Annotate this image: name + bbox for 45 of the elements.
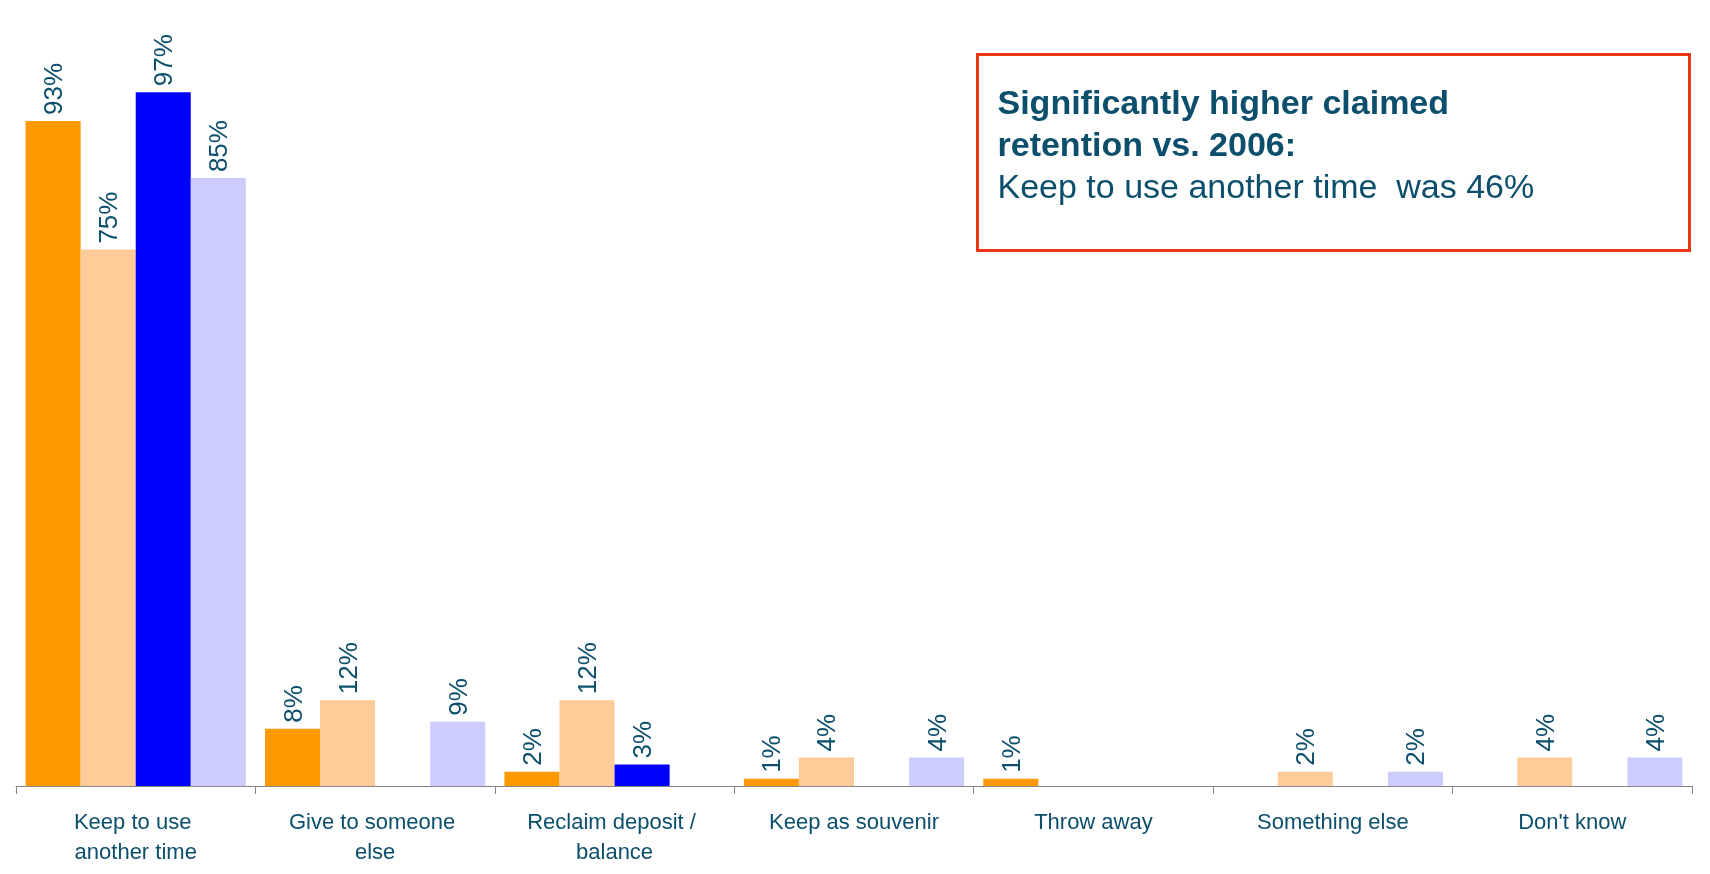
- data-label: 3%: [627, 720, 658, 759]
- bar: [135, 92, 191, 786]
- bar: [614, 764, 670, 786]
- x-tick-label: Don't know: [1518, 808, 1627, 834]
- data-label: 97%: [148, 34, 179, 87]
- x-tick-label: Keep as souvenir: [769, 808, 939, 834]
- bar: [1277, 771, 1333, 786]
- data-label: 2%: [1290, 728, 1321, 766]
- bar: [798, 757, 854, 786]
- annotation: Keep to use another time was 46%: [997, 166, 1535, 205]
- bar: [504, 771, 560, 786]
- data-label: 85%: [203, 120, 234, 173]
- annotation: Significantly higher claimed retention vs. 2006:: [997, 82, 1459, 163]
- data-label: 4%: [1529, 713, 1560, 752]
- data-label: 2%: [1400, 728, 1431, 766]
- bar: [559, 700, 615, 786]
- bar: [265, 728, 321, 786]
- bar: [909, 757, 965, 786]
- bar: [25, 120, 81, 786]
- x-tick-label: Give to someone else: [288, 808, 462, 864]
- bar: [983, 778, 1039, 786]
- data-label: 1%: [756, 735, 787, 773]
- bar: [1517, 757, 1573, 786]
- bar: [320, 700, 376, 786]
- bar: [430, 721, 486, 786]
- data-label: 4%: [811, 713, 842, 752]
- data-label: 4%: [921, 713, 952, 752]
- x-tick-label: Something else: [1257, 808, 1409, 834]
- data-label: 75%: [93, 191, 124, 244]
- data-label: 12%: [332, 642, 363, 695]
- data-label: 8%: [277, 685, 308, 723]
- data-label: 2%: [516, 728, 547, 766]
- x-tick-label: Keep to use another time: [73, 808, 198, 864]
- data-label: 93%: [38, 62, 69, 115]
- x-tick-label: Reclaim deposit / balance: [527, 808, 702, 864]
- data-label: 12%: [572, 642, 603, 695]
- data-label: 1%: [995, 735, 1026, 773]
- data-label: 9%: [442, 678, 473, 716]
- bar: [1627, 757, 1683, 786]
- bar: [80, 249, 136, 786]
- bar: [1387, 771, 1443, 786]
- bar: [190, 178, 246, 786]
- x-tick-label: Throw away: [1034, 808, 1153, 834]
- data-label: 4%: [1639, 713, 1670, 752]
- bar: [743, 778, 799, 786]
